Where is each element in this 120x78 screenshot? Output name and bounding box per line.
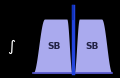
Text: SB: SB: [85, 42, 99, 51]
Text: SB: SB: [47, 42, 61, 51]
Text: ∫: ∫: [7, 39, 15, 54]
